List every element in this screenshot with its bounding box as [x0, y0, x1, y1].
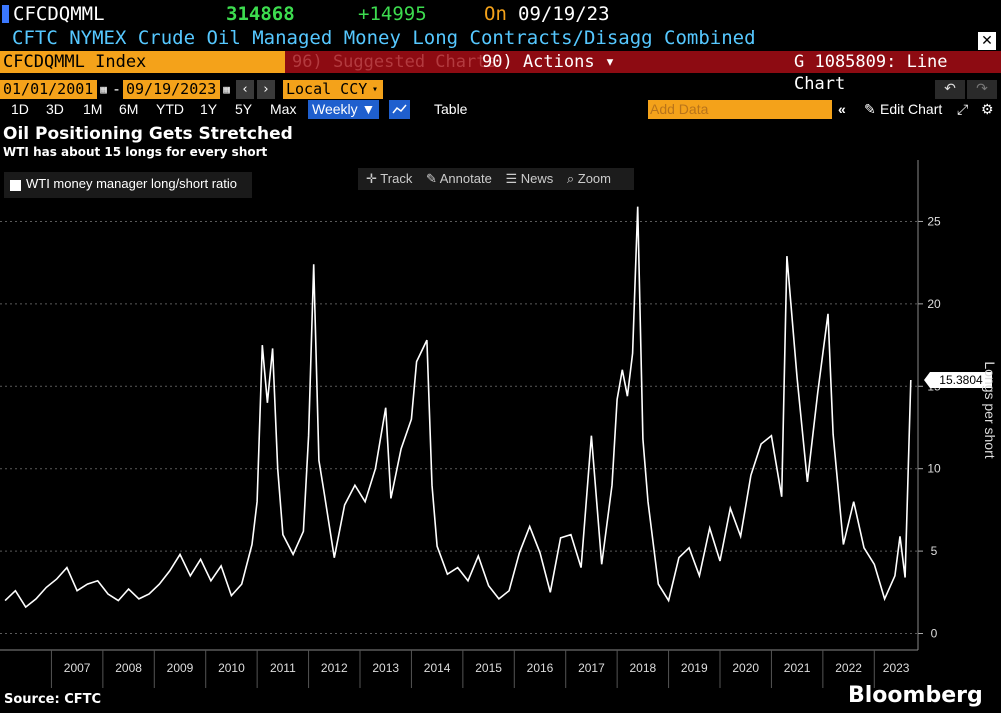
- redo-icon[interactable]: ↷: [967, 80, 997, 99]
- y-tick-label: 25: [927, 214, 941, 228]
- x-tick-label: 2011: [270, 661, 296, 675]
- x-tick-label: 2020: [732, 661, 759, 675]
- x-tick-label: 2019: [681, 661, 708, 675]
- date-separator: -: [112, 80, 122, 98]
- table-button[interactable]: Table: [434, 101, 468, 117]
- edit-chart-button[interactable]: Edit Chart: [880, 101, 943, 117]
- y-axis: 0510152025: [917, 160, 941, 650]
- chart-subtitle: WTI has about 15 longs for every short: [3, 145, 268, 159]
- add-data-input[interactable]: Add Data: [648, 100, 832, 119]
- chevron-left-icon[interactable]: ‹: [236, 80, 254, 99]
- x-tick-label: 2007: [64, 661, 91, 675]
- zoom-icon[interactable]: ⌕: [566, 171, 575, 186]
- last-value-box: [930, 372, 992, 389]
- chart-id: G 1085809: Line Chart: [794, 52, 948, 94]
- currency-select[interactable]: Local CCY: [283, 80, 383, 99]
- security-field[interactable]: CFCDQMML Index: [0, 51, 285, 73]
- chevron-right-icon[interactable]: ›: [257, 80, 275, 99]
- close-icon[interactable]: ✕: [978, 32, 996, 50]
- calendar-icon[interactable]: ▦: [100, 83, 107, 96]
- period-ytd[interactable]: YTD: [156, 101, 184, 117]
- ticker-symbol[interactable]: CFCDQMML: [13, 3, 105, 25]
- x-tick-label: 2010: [218, 661, 245, 675]
- suggested-charts-button[interactable]: 96) Suggested Charts: [292, 52, 497, 72]
- x-tick-label: 2014: [424, 661, 451, 675]
- net-change: +14995: [358, 3, 427, 25]
- y-tick-label: 5: [931, 544, 938, 558]
- chevron-down-icon[interactable]: ▾: [372, 84, 379, 95]
- annotate-icon[interactable]: ✎: [425, 171, 437, 186]
- pencil-icon[interactable]: ✎: [864, 101, 876, 117]
- y-axis-label: Longs per short: [982, 361, 998, 458]
- legend-label: WTI money manager long/short ratio: [26, 176, 237, 191]
- period-1m[interactable]: 1M: [83, 101, 103, 117]
- zoom-fit-icon[interactable]: ⤢: [957, 101, 969, 117]
- period-1y[interactable]: 1Y: [200, 101, 218, 117]
- y-tick-label: 10: [927, 462, 941, 476]
- legend-swatch: [10, 180, 21, 191]
- gear-icon[interactable]: ⚙: [981, 101, 994, 117]
- brand-logo: Bloomberg: [848, 683, 983, 708]
- news-icon[interactable]: ☰: [505, 171, 518, 186]
- period-3d[interactable]: 3D: [46, 101, 64, 117]
- last-value-pointer: [924, 372, 930, 389]
- x-tick-label: 2023: [883, 661, 910, 675]
- line-chart[interactable]: 2007 2008 2009 2010 2011 2012 2013 2014 2015 2016…: [0, 160, 1001, 688]
- zoom-button[interactable]: Zoom: [577, 171, 611, 186]
- on-label: On: [484, 3, 507, 25]
- x-tick-label: 2009: [167, 661, 194, 675]
- last-price: 314868: [226, 3, 295, 25]
- calendar-icon[interactable]: ▦: [223, 83, 230, 96]
- x-tick-label: 2012: [321, 661, 348, 675]
- period-max[interactable]: Max: [270, 101, 297, 117]
- y-tick-label: 0: [931, 627, 938, 641]
- last-value-callout: 15.3804: [924, 372, 992, 389]
- chart-title: Oil Positioning Gets Stretched: [3, 124, 293, 144]
- ticker-marker: [2, 5, 9, 23]
- quote-date: 09/19/23: [518, 3, 610, 25]
- last-value-label: 15.3804: [939, 373, 983, 387]
- x-tick-label: 2021: [784, 661, 811, 675]
- undo-icon[interactable]: ↶: [935, 80, 965, 99]
- series-line: [4, 206, 912, 609]
- crosshair-icon[interactable]: ✛: [366, 171, 377, 186]
- x-tick-label: 2022: [835, 661, 862, 675]
- start-date-input[interactable]: 01/01/2001: [0, 80, 97, 99]
- line-chart-icon[interactable]: [389, 100, 410, 119]
- chart-tools: ✛ Track ✎ Annotate ☰ News ⌕ Zoom: [358, 168, 634, 190]
- period-5y[interactable]: 5Y: [235, 101, 253, 117]
- legend: [4, 172, 252, 198]
- x-tick-label: 2016: [527, 661, 554, 675]
- x-tick-label: 2015: [475, 661, 502, 675]
- gridlines: [0, 220, 918, 635]
- x-tick-label: 2008: [115, 661, 142, 675]
- x-tick-label: 2018: [630, 661, 657, 675]
- period-6m[interactable]: 6M: [119, 101, 139, 117]
- period-1d[interactable]: 1D: [11, 101, 29, 117]
- end-date-input[interactable]: 09/19/2023: [123, 80, 220, 99]
- frequency-select[interactable]: Weekly ▼: [308, 100, 380, 119]
- x-tick-label: 2017: [578, 661, 605, 675]
- news-button[interactable]: News: [520, 171, 554, 186]
- y-tick-label: 20: [927, 297, 941, 311]
- annotate-button[interactable]: Annotate: [439, 171, 492, 186]
- source-note: Source: CFTC: [4, 692, 102, 707]
- security-description: CFTC NYMEX Crude Oil Managed Money Long …: [12, 27, 756, 49]
- track-button[interactable]: Track: [380, 171, 413, 186]
- x-axis: 2007 2008 2009 2010 2011 2012 2013 2014 2015 2016…: [0, 649, 918, 688]
- x-tick-label: 2013: [372, 661, 399, 675]
- collapse-icon[interactable]: «: [838, 101, 846, 117]
- actions-menu[interactable]: 90) Actions ▾: [482, 52, 616, 72]
